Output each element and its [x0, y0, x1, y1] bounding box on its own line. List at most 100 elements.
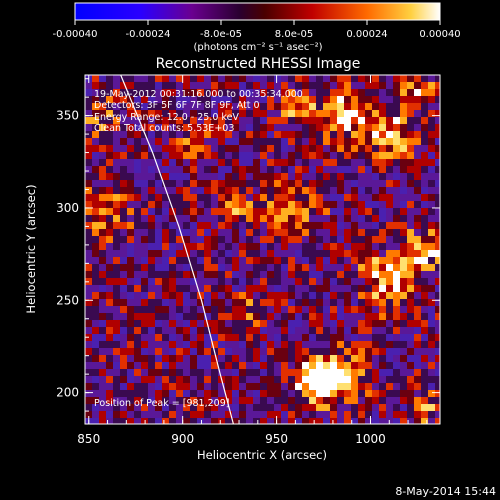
heatmap-cell [183, 355, 191, 363]
heatmap-cell [120, 166, 128, 174]
heatmap-cell [330, 236, 338, 244]
heatmap-cell [351, 306, 359, 314]
heatmap-cell [358, 355, 366, 363]
heatmap-cell [281, 117, 289, 125]
heatmap-cell [225, 327, 233, 335]
heatmap-cell [372, 411, 380, 419]
heatmap-cell [414, 418, 422, 424]
heatmap-cell [372, 355, 380, 363]
heatmap-cell [183, 264, 191, 272]
heatmap-cell [176, 362, 184, 370]
heatmap-cell [414, 306, 422, 314]
heatmap-cell [344, 285, 352, 293]
heatmap-cell [120, 341, 128, 349]
heatmap-cell [190, 103, 198, 111]
heatmap-cell [190, 215, 198, 223]
heatmap-cell [323, 194, 331, 202]
heatmap-cell [225, 173, 233, 181]
heatmap-cell [225, 89, 233, 97]
heatmap-cell [85, 362, 93, 370]
heatmap-cell [190, 138, 198, 146]
heatmap-cell [85, 236, 93, 244]
heatmap-cell [337, 89, 345, 97]
heatmap-cell [435, 152, 440, 160]
heatmap-cell [302, 159, 310, 167]
heatmap-cell [239, 341, 247, 349]
heatmap-cell [176, 257, 184, 265]
heatmap-cell [99, 194, 107, 202]
heatmap-cell [169, 292, 177, 300]
heatmap-cell [281, 355, 289, 363]
heatmap-cell [106, 194, 114, 202]
heatmap-cell [302, 404, 310, 412]
heatmap-cell [225, 110, 233, 118]
heatmap-cell [316, 355, 324, 363]
heatmap-cell [218, 138, 226, 146]
heatmap-cell [204, 278, 212, 286]
heatmap-cell [183, 299, 191, 307]
heatmap-cell [134, 264, 142, 272]
heatmap-cell [414, 194, 422, 202]
heatmap-cell [204, 82, 212, 90]
heatmap-cell [211, 194, 219, 202]
heatmap-cell [85, 131, 93, 139]
heatmap-cell [372, 166, 380, 174]
heatmap-cell [232, 334, 240, 342]
heatmap-cell [337, 327, 345, 335]
heatmap-cell [372, 313, 380, 321]
heatmap-cell [309, 173, 317, 181]
heatmap-cell [386, 292, 394, 300]
heatmap-cell [428, 187, 436, 195]
heatmap-cell [183, 117, 191, 125]
heatmap-cell [428, 383, 436, 391]
heatmap-cell [358, 75, 366, 83]
heatmap-cell [372, 145, 380, 153]
heatmap-cell [316, 201, 324, 209]
heatmap-cell [274, 397, 282, 405]
heatmap-cell [400, 341, 408, 349]
heatmap-cell [386, 299, 394, 307]
heatmap-cell [337, 145, 345, 153]
heatmap-cell [309, 292, 317, 300]
heatmap-cell [99, 257, 107, 265]
heatmap-cell [274, 159, 282, 167]
heatmap-cell [232, 292, 240, 300]
heatmap-cell [302, 355, 310, 363]
heatmap-cell [85, 208, 93, 216]
heatmap-cell [155, 180, 163, 188]
heatmap-cell [379, 138, 387, 146]
heatmap-cell [400, 292, 408, 300]
heatmap-cell [372, 194, 380, 202]
heatmap-cell [386, 306, 394, 314]
heatmap-cell [141, 201, 149, 209]
heatmap-cell [393, 89, 401, 97]
heatmap-cell [267, 173, 275, 181]
heatmap-cell [204, 215, 212, 223]
heatmap-cell [211, 229, 219, 237]
heatmap-cell [365, 138, 373, 146]
heatmap-cell [358, 117, 366, 125]
heatmap-cell [288, 173, 296, 181]
heatmap-cell [400, 201, 408, 209]
heatmap-cell [351, 299, 359, 307]
heatmap-cell [148, 292, 156, 300]
heatmap-cell [365, 215, 373, 223]
heatmap-cell [414, 383, 422, 391]
heatmap-cell [316, 96, 324, 104]
heatmap-cell [232, 159, 240, 167]
heatmap-cell [85, 376, 93, 384]
heatmap-cell [183, 236, 191, 244]
heatmap-cell [428, 271, 436, 279]
heatmap-cell [92, 82, 100, 90]
heatmap-cell [295, 355, 303, 363]
heatmap-cell [421, 418, 429, 424]
heatmap-cell [127, 257, 135, 265]
heatmap-cell [386, 320, 394, 328]
heatmap-cell [337, 341, 345, 349]
heatmap-cell [428, 229, 436, 237]
heatmap-cell [183, 103, 191, 111]
heatmap-cell [428, 236, 436, 244]
heatmap-cell [379, 348, 387, 356]
heatmap-cell [218, 271, 226, 279]
heatmap-cell [197, 355, 205, 363]
